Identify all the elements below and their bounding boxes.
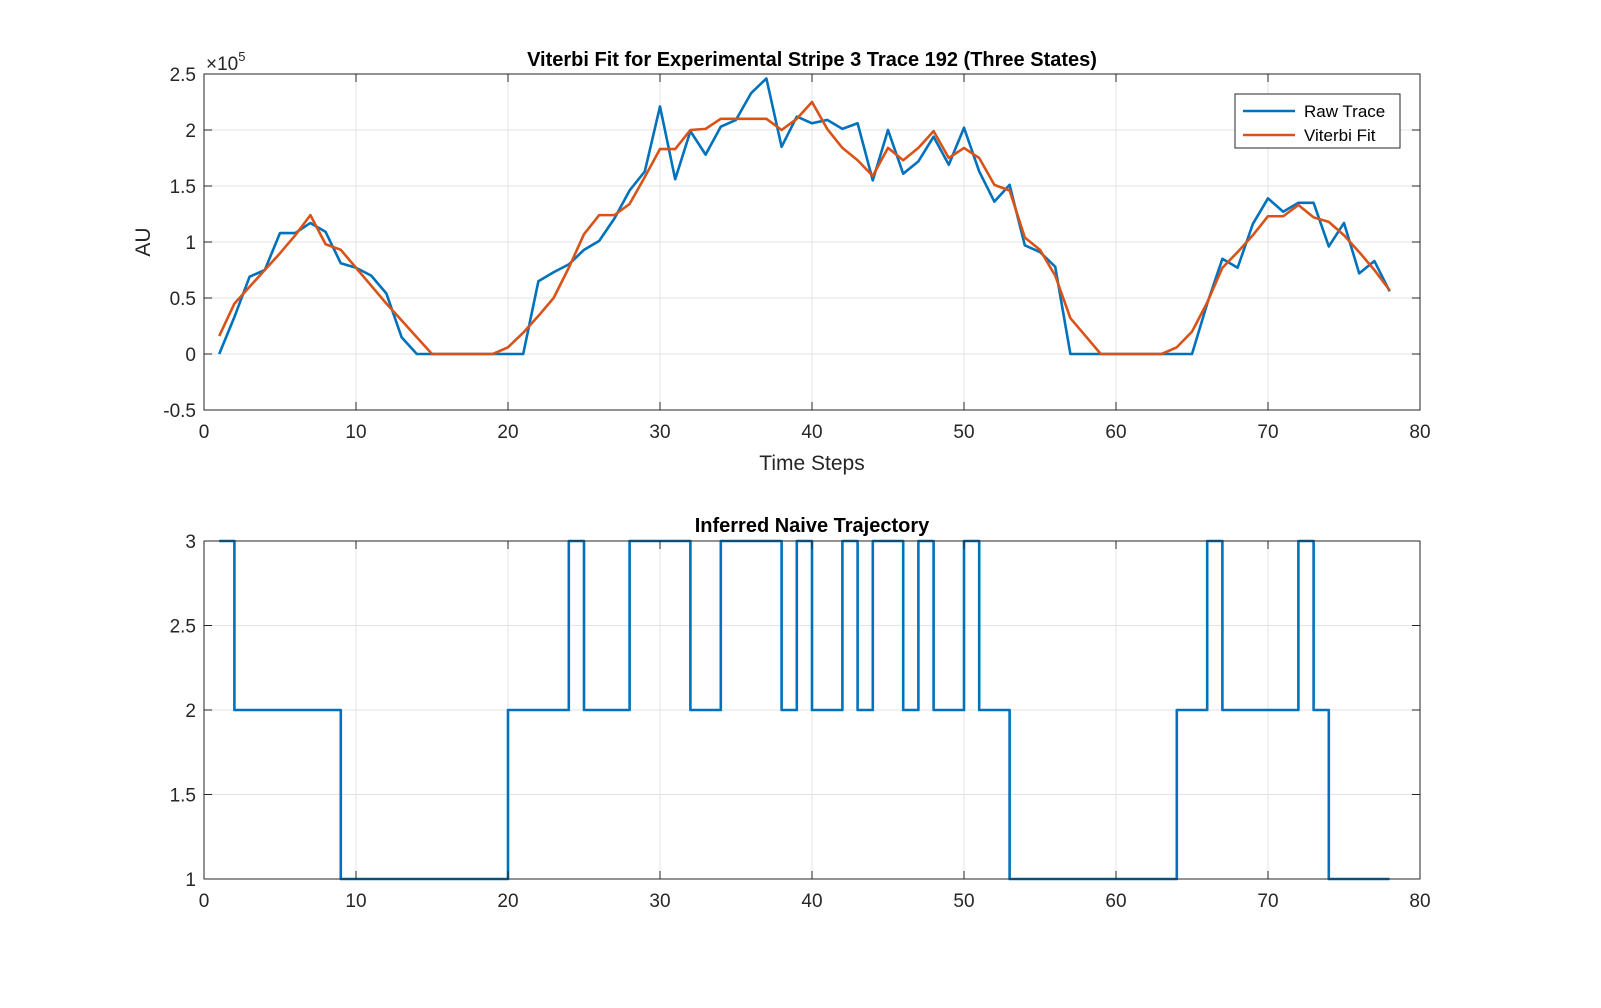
- viterbi-fit-axes: [203, 73, 1421, 411]
- raw-trace-line: [217, 77, 1391, 356]
- y-tick-label: 1: [185, 870, 196, 891]
- x-tick-label: 60: [1105, 891, 1126, 912]
- viterbi-fit-title: Viterbi Fit for Experimental Stripe 3 Tr…: [527, 49, 1097, 71]
- inferred-trajectory-panel: 0 10 20 30 40 50 60 70 80 1 1.5 2 2.5 3 Inferred Naiv…: [170, 515, 1431, 912]
- x-tick-label: 60: [1105, 422, 1126, 443]
- y-tick-label: 1.5: [170, 786, 196, 807]
- x-tick-label: 20: [497, 422, 518, 443]
- viterbi-fit-line: [218, 100, 1391, 356]
- y-tick-label: 1.5: [170, 177, 196, 198]
- inferred-trajectory-tick-labels: 0 10 20 30 40 50 60 70 80 1 1.5 2 2.5 3: [170, 532, 1431, 912]
- x-tick-label: 0: [199, 891, 210, 912]
- y-exponent-multiplier: ×105: [206, 49, 245, 75]
- y-exponent-power: 5: [238, 49, 245, 64]
- x-tick-label: 80: [1409, 891, 1430, 912]
- x-tick-label: 10: [345, 891, 366, 912]
- y-tick-label: -0.5: [163, 401, 196, 422]
- legend-label-raw-trace: Raw Trace: [1304, 102, 1385, 121]
- inferred-trajectory-title: Inferred Naive Trajectory: [695, 515, 930, 537]
- viterbi-fit-panel: 0 10 20 30 40 50 60 70 80-0.500.511.522.5 Viterb…: [132, 49, 1431, 475]
- x-tick-label: 30: [649, 891, 670, 912]
- x-tick-label: 80: [1409, 422, 1430, 443]
- viterbi-fit-tick-labels: 0 10 20 30 40 50 60 70 80-0.500.511.522.5: [163, 65, 1430, 443]
- x-tick-label: 50: [953, 422, 974, 443]
- x-tick-label: 70: [1257, 422, 1278, 443]
- y-exponent-base: ×10: [206, 54, 238, 75]
- y-tick-label: 3: [185, 532, 196, 553]
- viterbi-fit-y-axis-label: AU: [132, 227, 155, 256]
- y-tick-label: 1: [185, 233, 196, 254]
- inferred-trajectory-axes: [203, 540, 1421, 880]
- x-tick-label: 40: [801, 891, 822, 912]
- viterbi-fit-x-axis-label: Time Steps: [759, 452, 864, 475]
- y-tick-label: 0: [185, 345, 196, 366]
- x-tick-label: 30: [649, 422, 670, 443]
- y-tick-label: 2: [185, 701, 196, 722]
- y-tick-label: 2.5: [170, 65, 196, 86]
- y-tick-label: 0.5: [170, 289, 196, 310]
- x-tick-label: 20: [497, 891, 518, 912]
- x-tick-label: 70: [1257, 891, 1278, 912]
- viterbi-fit-series: [217, 77, 1391, 356]
- viterbi-fit-legend: Raw Trace Viterbi Fit: [1234, 93, 1401, 149]
- legend-box: [1234, 93, 1401, 149]
- x-tick-label: 0: [199, 422, 210, 443]
- x-tick-label: 40: [801, 422, 822, 443]
- x-tick-label: 10: [345, 422, 366, 443]
- x-tick-label: 50: [953, 891, 974, 912]
- legend-label-viterbi-fit: Viterbi Fit: [1304, 126, 1376, 145]
- y-tick-label: 2.5: [170, 617, 196, 638]
- y-tick-label: 2: [185, 121, 196, 142]
